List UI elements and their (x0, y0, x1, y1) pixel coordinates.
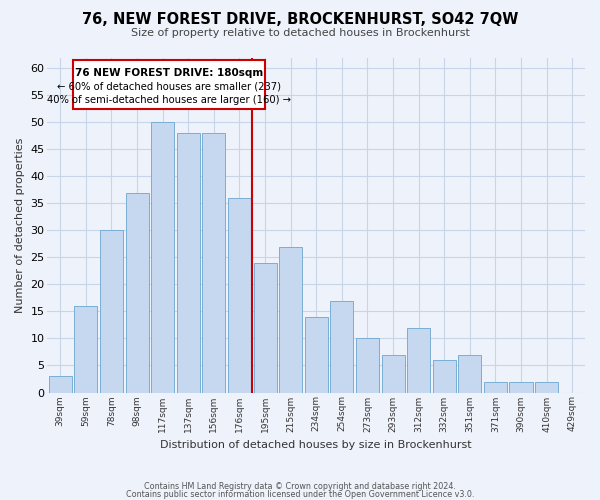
Y-axis label: Number of detached properties: Number of detached properties (15, 138, 25, 312)
Bar (279, 246, 302, 392)
Text: 40% of semi-detached houses are larger (160) →: 40% of semi-detached houses are larger (… (47, 96, 291, 106)
Text: 76 NEW FOREST DRIVE: 180sqm: 76 NEW FOREST DRIVE: 180sqm (75, 68, 263, 78)
Bar (433, 360, 456, 392)
Bar (177, 133, 200, 392)
Bar (151, 122, 174, 392)
Bar (74, 306, 97, 392)
X-axis label: Distribution of detached houses by size in Brockenhurst: Distribution of detached houses by size … (160, 440, 472, 450)
Bar (100, 230, 123, 392)
Bar (356, 338, 379, 392)
Bar (535, 382, 558, 392)
FancyBboxPatch shape (73, 60, 265, 109)
Bar (125, 192, 149, 392)
Bar (458, 354, 481, 393)
Bar (407, 328, 430, 392)
Text: 76, NEW FOREST DRIVE, BROCKENHURST, SO42 7QW: 76, NEW FOREST DRIVE, BROCKENHURST, SO42… (82, 12, 518, 28)
Bar (484, 382, 507, 392)
Bar (202, 133, 226, 392)
Text: ← 60% of detached houses are smaller (237): ← 60% of detached houses are smaller (23… (57, 82, 281, 92)
Bar (382, 354, 404, 393)
Bar (509, 382, 533, 392)
Bar (49, 376, 72, 392)
Text: Size of property relative to detached houses in Brockenhurst: Size of property relative to detached ho… (131, 28, 469, 38)
Text: Contains public sector information licensed under the Open Government Licence v3: Contains public sector information licen… (126, 490, 474, 499)
Bar (228, 198, 251, 392)
Bar (331, 300, 353, 392)
Bar (305, 317, 328, 392)
Text: Contains HM Land Registry data © Crown copyright and database right 2024.: Contains HM Land Registry data © Crown c… (144, 482, 456, 491)
Bar (254, 263, 277, 392)
